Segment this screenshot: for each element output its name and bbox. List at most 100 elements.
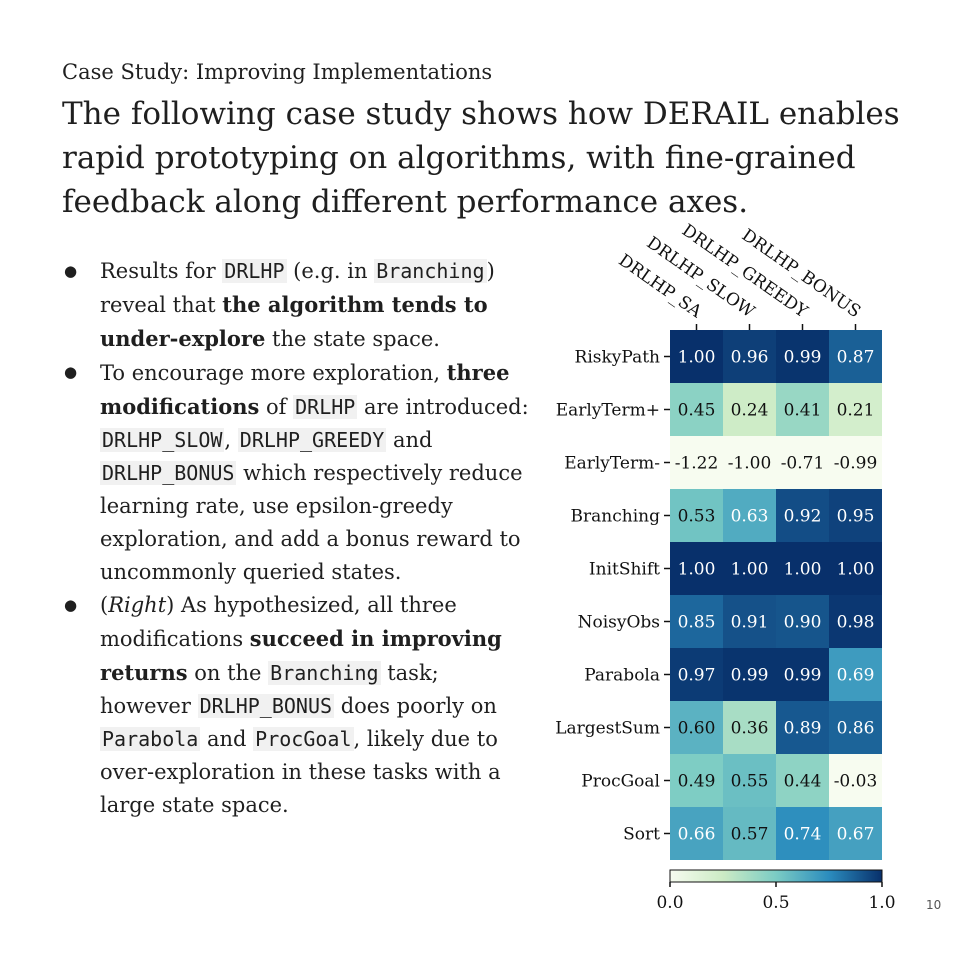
heatmap-cell: [723, 595, 776, 648]
heatmap-cell: [670, 648, 723, 701]
row-label: LargestSum: [555, 719, 660, 739]
cell-value-label: 0.67: [837, 825, 875, 845]
cell-value-label: 0.99: [784, 348, 822, 368]
cell-value-label: 0.66: [678, 825, 716, 845]
bullet-item: (Right) As hypothesized, all three modif…: [64, 589, 534, 822]
cell-value-label: 0.24: [731, 401, 769, 421]
bullet-text: , likely due to over-exploration in thes…: [100, 727, 501, 817]
code-text: Parabola: [100, 727, 201, 751]
heatmap-cell: [670, 436, 723, 489]
heatmap-cell: [776, 383, 829, 436]
row-label: ProcGoal: [581, 772, 660, 792]
colorbar-tick-label: 1.0: [868, 893, 895, 913]
row-label: Branching: [571, 507, 661, 527]
heatmap-cell: [829, 807, 882, 860]
bullet-text: of: [259, 395, 294, 419]
bold-text: the algorithm tends to under-explore: [100, 292, 488, 351]
bullet-text: ) As hypothesized, all three modificatio…: [100, 593, 457, 651]
cell-value-label: 0.55: [731, 772, 769, 792]
heatmap-cell: [670, 542, 723, 595]
heatmap-cell: [723, 436, 776, 489]
cell-value-label: -0.99: [834, 454, 878, 474]
bullet-list: Results for DRLHP (e.g. in Branching) re…: [64, 255, 534, 822]
row-label: Sort: [623, 825, 660, 845]
heatmap-cell: [670, 807, 723, 860]
heatmap-cell: [670, 595, 723, 648]
cell-value-label: 0.21: [837, 401, 875, 421]
cell-value-label: 0.96: [731, 348, 769, 368]
cell-value-label: 0.99: [784, 666, 822, 686]
row-label: NoisyObs: [578, 613, 660, 633]
bullet-text: ,: [224, 428, 238, 452]
bullet-text: on the: [187, 661, 269, 685]
heatmap-cell: [829, 754, 882, 807]
heatmap-cell: [776, 754, 829, 807]
cell-value-label: 0.97: [678, 666, 716, 686]
colorbar-tick-label: 0.0: [656, 893, 683, 913]
cell-value-label: 0.57: [731, 825, 769, 845]
heatmap-cell: [670, 330, 723, 383]
cell-value-label: 1.00: [837, 560, 875, 580]
bullet-text: does poorly on: [334, 694, 497, 718]
heatmap-cell: [776, 489, 829, 542]
cell-value-label: 1.00: [784, 560, 822, 580]
heatmap-cell: [776, 330, 829, 383]
heatmap-cell: [670, 754, 723, 807]
heatmap-cell: [723, 542, 776, 595]
row-label: EarlyTerm+: [556, 401, 660, 421]
heatmap-cell: [723, 754, 776, 807]
heatmap-cell: [829, 542, 882, 595]
heatmap-cell: [670, 701, 723, 754]
bullet-text: are introduced:: [357, 395, 529, 419]
cell-value-label: 0.91: [731, 613, 769, 633]
bullet-text: which respectively reduce learning rate,…: [100, 461, 523, 584]
cell-value-label: -1.00: [728, 454, 772, 474]
heatmap-cell: [776, 648, 829, 701]
cell-value-label: 0.53: [678, 507, 716, 527]
row-label: RiskyPath: [575, 348, 661, 368]
heatmap-chart: 1.00 0.96 0.99 0.87 0.45 0.24 0.41 0.21 -1.22 -1.…: [555, 221, 895, 913]
bullet-text: and: [200, 727, 254, 751]
cell-value-label: 0.86: [837, 719, 875, 739]
cell-value-label: 0.99: [731, 666, 769, 686]
code-text: ProcGoal: [253, 727, 354, 751]
heatmap-cell: [723, 489, 776, 542]
heatmap-cell: [723, 383, 776, 436]
code-text: DRLHP_SLOW: [100, 428, 225, 452]
heatmap-cell: [829, 436, 882, 489]
cell-value-label: 0.63: [731, 507, 769, 527]
bullet-text: To encourage more exploration,: [100, 361, 447, 385]
heatmap-cell: [723, 648, 776, 701]
code-text: DRLHP: [222, 259, 287, 283]
italic-text: Right: [108, 593, 167, 617]
heatmap-cell: [670, 383, 723, 436]
cell-value-label: 0.74: [784, 825, 822, 845]
code-text: DRLHP_GREEDY: [237, 428, 387, 452]
bullet-item: Results for DRLHP (e.g. in Branching) re…: [64, 255, 534, 356]
row-label: EarlyTerm-: [564, 454, 660, 474]
cell-value-label: 0.90: [784, 613, 822, 633]
cell-value-label: 0.87: [837, 348, 875, 368]
cell-value-label: 1.00: [678, 348, 716, 368]
code-text: DRLHP_BONUS: [100, 461, 237, 485]
cell-value-label: -0.03: [834, 772, 878, 792]
row-label: Parabola: [584, 666, 660, 686]
bullet-text: (: [100, 593, 109, 617]
heatmap-cell: [829, 330, 882, 383]
heatmap-cell: [776, 542, 829, 595]
heatmap-cell: [776, 701, 829, 754]
bullet-text: ) reveal that: [100, 259, 495, 317]
cell-value-label: -0.71: [781, 454, 825, 474]
heatmap-cell: [776, 807, 829, 860]
cell-value-label: -1.22: [675, 454, 719, 474]
cell-value-label: 0.95: [837, 507, 875, 527]
cell-value-label: 0.69: [837, 666, 875, 686]
cell-value-label: 0.44: [784, 772, 822, 792]
heatmap-cell: [829, 595, 882, 648]
bullet-item: To encourage more exploration, three mod…: [64, 356, 534, 589]
heatmap-cell: [723, 701, 776, 754]
bullet-text: and: [386, 428, 433, 452]
heatmap-cell: [829, 383, 882, 436]
slide-subtitle: Case Study: Improving Implementations: [62, 60, 493, 84]
heatmap-cell: [829, 648, 882, 701]
